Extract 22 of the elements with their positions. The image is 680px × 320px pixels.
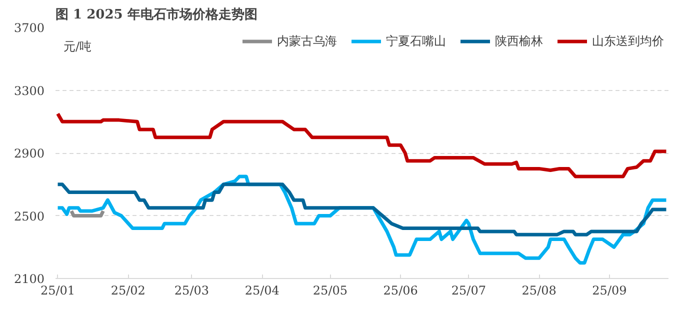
x-tick-label: 25/01 <box>40 284 76 298</box>
y-tick-label: 2500 <box>14 209 45 224</box>
y-tick-label: 3300 <box>14 84 45 98</box>
x-tick-label: 25/03 <box>174 284 210 298</box>
x-tick-label: 25/05 <box>312 284 348 298</box>
legend-label: 内蒙古乌海 <box>277 32 337 50</box>
y-axis-title: 元/吨 <box>64 40 92 54</box>
x-tick-label: 25/07 <box>451 284 486 298</box>
y-tick-label: 2900 <box>14 146 45 160</box>
line-series <box>56 182 668 236</box>
x-tick-label: 25/02 <box>110 284 146 298</box>
y-tick-label: 3700 <box>14 21 45 35</box>
x-tick-label: 25/04 <box>244 284 280 298</box>
legend-label: 陕西榆林 <box>495 32 543 50</box>
line-series <box>56 112 668 178</box>
x-tick-label: 25/08 <box>522 284 556 298</box>
chart-title: 图 1 2025 年电石市场价格走势图 <box>56 6 258 22</box>
x-tick-label: 25/06 <box>383 284 418 298</box>
y-tick-label: 2100 <box>14 272 45 286</box>
x-tick-label: 25/09 <box>592 284 627 298</box>
legend-label: 山东送到均价 <box>592 32 664 50</box>
legend-label: 宁夏石嘴山 <box>386 32 446 50</box>
